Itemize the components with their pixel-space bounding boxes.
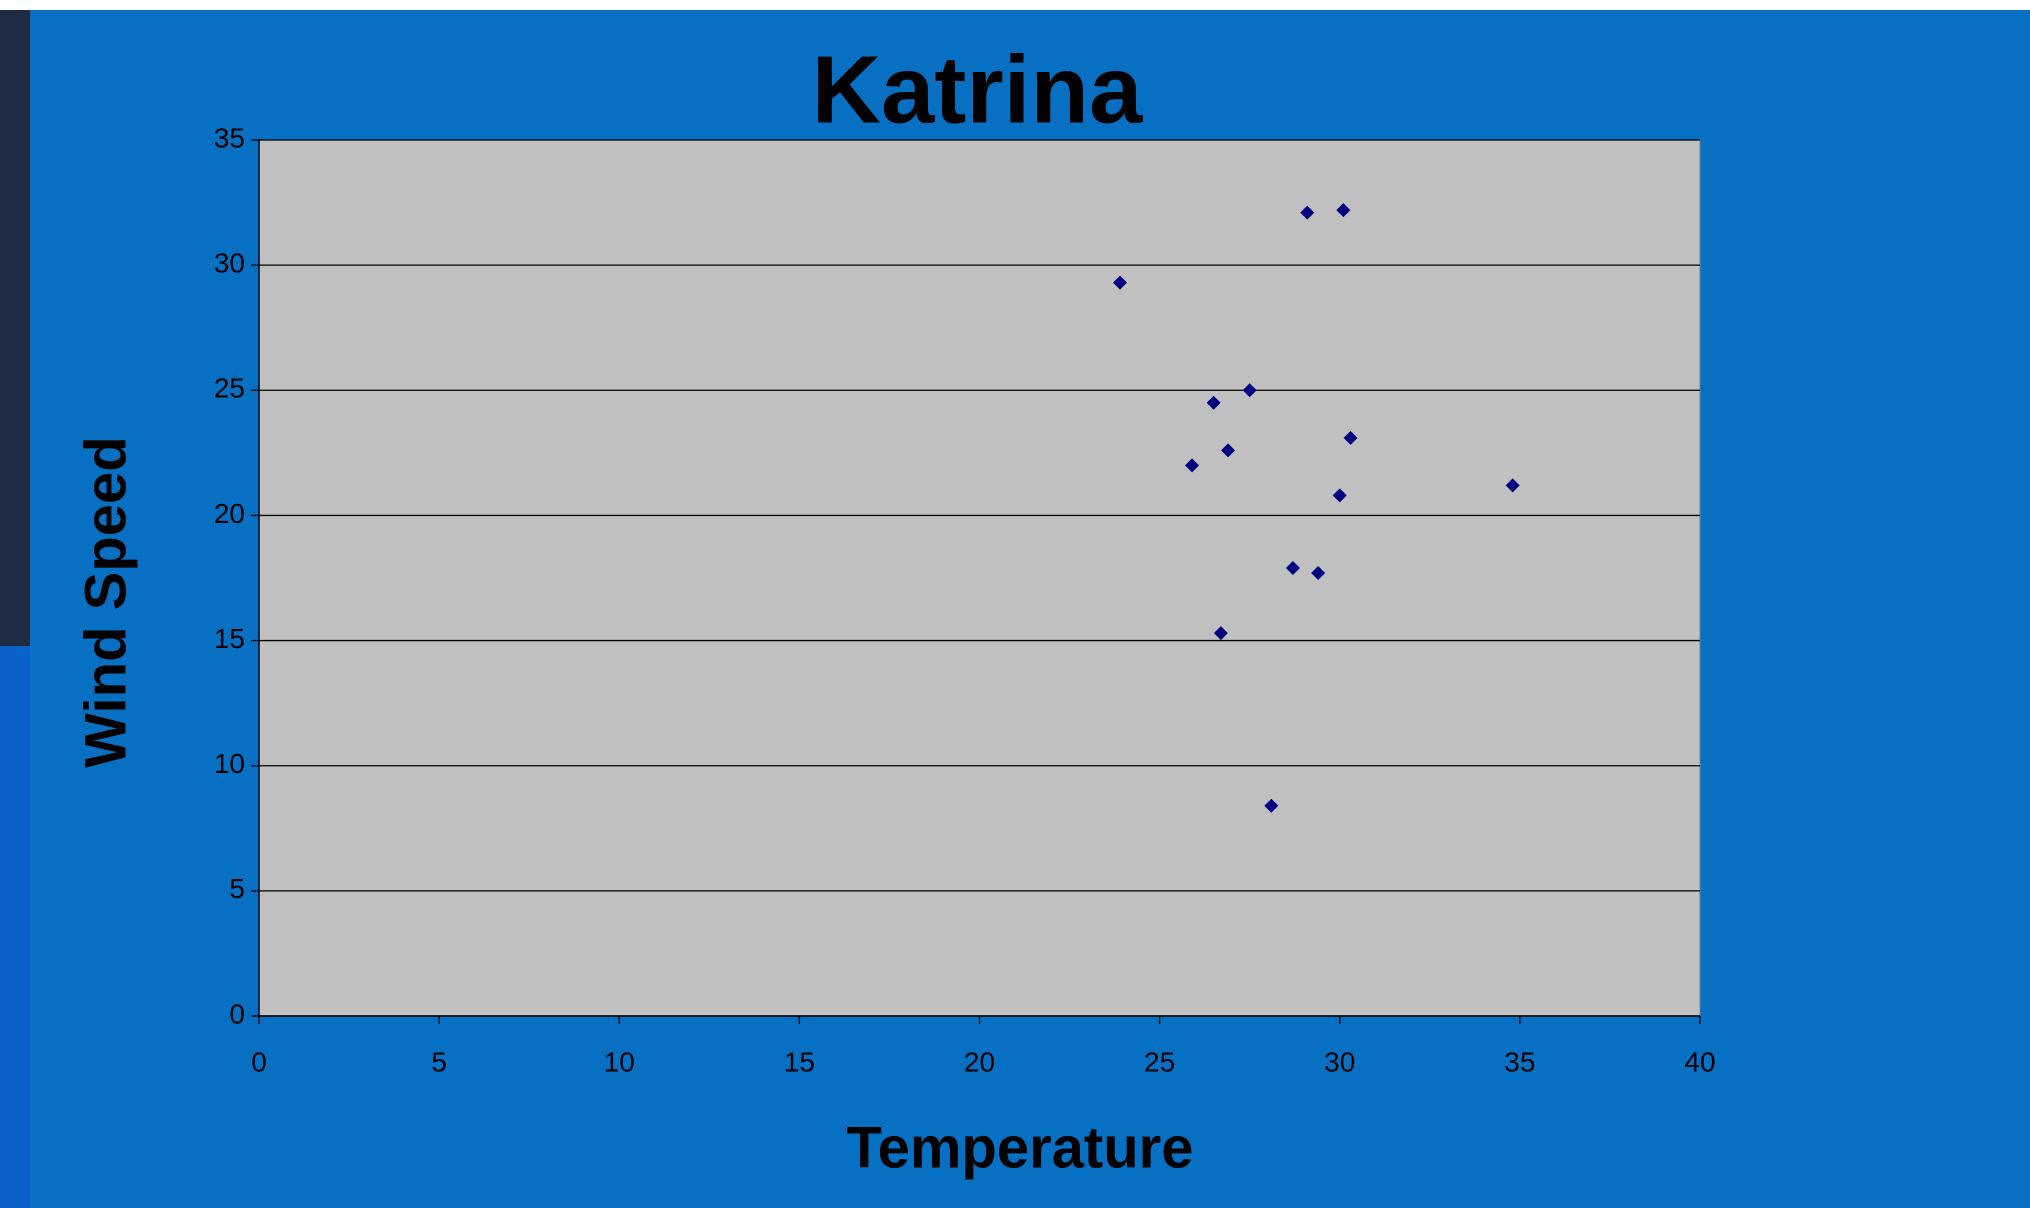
top-strip — [0, 0, 2030, 10]
data-point — [1206, 395, 1221, 410]
y-axis-label: Wind Speed — [73, 436, 138, 767]
plot-area — [258, 139, 1701, 1017]
y-tick-label: 0 — [229, 998, 245, 1029]
y-tick-label: 5 — [229, 873, 245, 904]
data-point — [1242, 383, 1257, 398]
data-point — [1221, 443, 1236, 458]
data-point — [1336, 203, 1351, 218]
x-tick-label: 10 — [604, 1046, 635, 1077]
x-tick-label: 5 — [431, 1046, 447, 1077]
x-tick-label: 35 — [1504, 1046, 1535, 1077]
x-tick-label: 20 — [964, 1046, 995, 1077]
x-tick-label: 0 — [251, 1046, 267, 1077]
left-strip — [0, 646, 30, 1208]
data-point — [1332, 488, 1347, 503]
x-tick-label: 15 — [784, 1046, 815, 1077]
data-point — [1213, 626, 1228, 641]
data-point — [1300, 205, 1315, 220]
y-tick-label: 20 — [214, 498, 245, 529]
y-tick-label: 10 — [214, 748, 245, 779]
satellite-image-edge — [0, 10, 30, 646]
data-point — [1264, 798, 1279, 813]
y-tick-label: 30 — [214, 248, 245, 279]
x-tick-label: 40 — [1684, 1046, 1715, 1077]
y-tick-label: 15 — [214, 623, 245, 654]
y-tick-label: 25 — [214, 373, 245, 404]
data-point — [1185, 458, 1200, 473]
y-tick-label: 35 — [214, 122, 245, 153]
chart-title: Katrina — [812, 36, 1143, 143]
data-point — [1343, 430, 1358, 445]
data-point — [1112, 275, 1127, 290]
data-point — [1311, 565, 1326, 580]
x-tick-label: 30 — [1324, 1046, 1355, 1077]
data-point — [1505, 478, 1520, 493]
x-axis-label: Temperature — [846, 1115, 1193, 1180]
x-tick-label: 25 — [1144, 1046, 1175, 1077]
data-point — [1285, 560, 1300, 575]
